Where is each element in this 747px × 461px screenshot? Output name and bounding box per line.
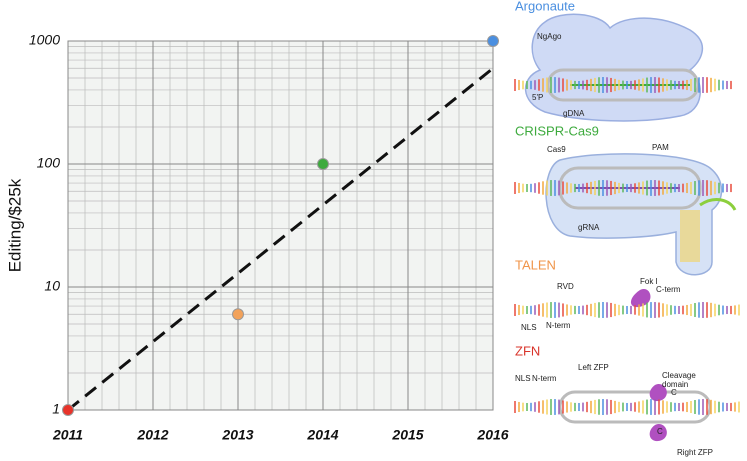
diagram-label: Cas9 — [547, 145, 566, 154]
zfn-foki-upper — [649, 383, 667, 402]
diagram-title: ZFN — [515, 343, 540, 358]
diagram-label: Fok I — [640, 277, 658, 286]
foki-domain — [630, 288, 651, 308]
diagram-title: TALEN — [515, 257, 556, 272]
x-tick-label: 2015 — [391, 427, 423, 443]
zfn-foki-lower — [649, 423, 667, 442]
diagram-label: C-term — [656, 285, 681, 294]
trend-line — [67, 67, 494, 412]
diagram-label: PAM — [652, 143, 669, 152]
diagram-label: Cleavage — [662, 371, 696, 380]
grna-hairpin — [680, 210, 700, 262]
data-point — [317, 158, 329, 170]
cas9-dna-loop — [558, 166, 702, 210]
diagram-label: NgAgo — [537, 32, 562, 41]
diagram-label: N-term — [532, 374, 557, 383]
illustrations — [514, 13, 740, 442]
x-tick-label: 2013 — [221, 427, 253, 443]
diagram-title: Argonaute — [515, 0, 575, 13]
grna-tail — [699, 198, 737, 211]
y-tick-label: 1 — [52, 401, 60, 417]
zfn-dna-loop — [558, 390, 712, 424]
diagram-label: RVD — [557, 282, 574, 291]
diagram-title: CRISPR-Cas9 — [515, 123, 599, 138]
diagram-label: gDNA — [563, 109, 585, 118]
x-tick-label: 2016 — [476, 427, 508, 443]
diagram-label: Right ZFP — [677, 448, 713, 457]
grid — [67, 40, 494, 411]
y-tick-label: 10 — [44, 278, 60, 294]
diagram-label: domain — [662, 380, 688, 389]
diagram-label: C — [657, 427, 663, 436]
x-tick-label: 2012 — [136, 427, 168, 443]
diagram-label: Left ZFP — [578, 363, 609, 372]
data-point — [62, 404, 74, 416]
plot-background — [68, 41, 493, 410]
y-tick-label: 1000 — [29, 32, 60, 48]
data-point — [232, 308, 244, 321]
x-tick-label: 2014 — [306, 427, 338, 443]
diagram-label: C — [671, 388, 677, 397]
data-point — [487, 35, 499, 47]
argonaute-protein — [524, 13, 704, 122]
diagram-label: gRNA — [578, 223, 600, 232]
cas9-protein — [545, 153, 723, 276]
x-tick-label: 2011 — [52, 427, 83, 443]
diagram-label: NLS — [515, 374, 531, 383]
argonaute-dna-loop — [546, 68, 700, 102]
y-axis-label: Editing/$25k — [5, 178, 24, 272]
diagram-label: 5'P — [532, 93, 543, 102]
diagram-label: NLS — [521, 323, 537, 332]
diagram-label: N-term — [546, 321, 571, 330]
y-tick-label: 100 — [37, 155, 61, 171]
plot-frame — [67, 40, 494, 411]
